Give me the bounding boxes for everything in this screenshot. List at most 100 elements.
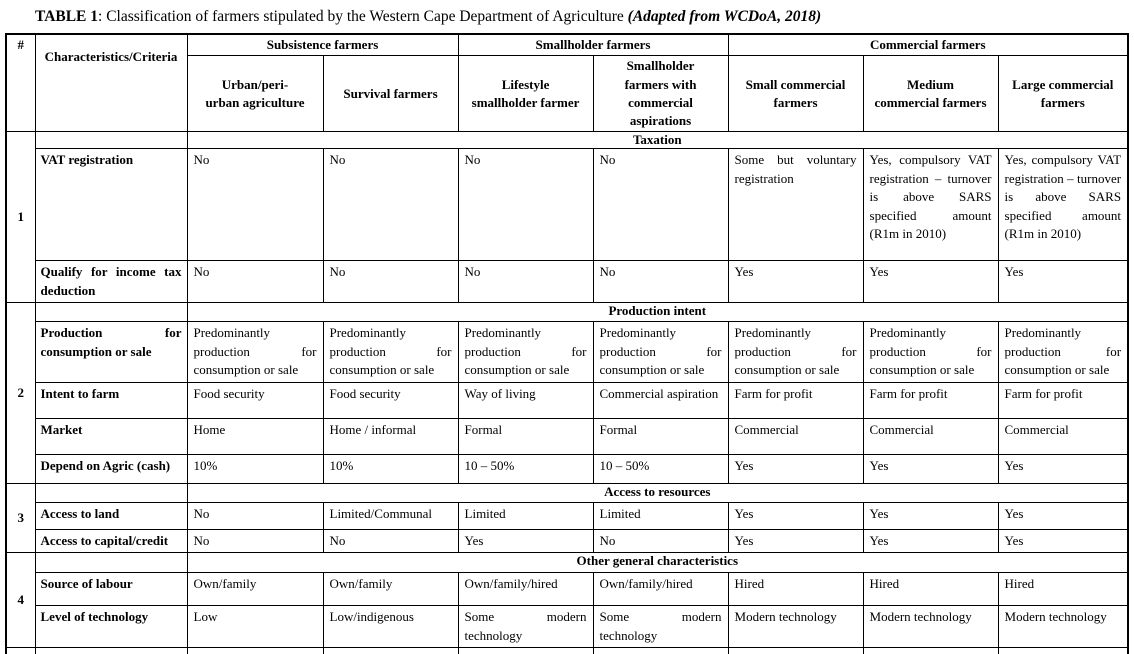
- cell: No: [457, 148, 594, 262]
- cell: Hired: [727, 572, 864, 607]
- cell: Predominantly production for consumption…: [997, 321, 1129, 383]
- table-row: Depend on Agric (cash) 10% 10% 10 – 50% 10 –…: [6, 453, 1129, 484]
- cell: Commercial: [997, 417, 1129, 455]
- table-row: Qualify for income tax deduction No No No No…: [6, 260, 1129, 304]
- section-2-banner: Production intent: [186, 302, 1129, 323]
- column-header-lifestyle-smallholder-farmer: Lifestyle smallholder farmer: [457, 55, 594, 133]
- cell: Yes: [862, 453, 999, 484]
- table-row: VAT registration No No No No Some but volunta…: [6, 148, 1129, 262]
- cell: Yes: [997, 501, 1129, 530]
- section-2-banner-blank-cell: [34, 302, 188, 323]
- cell: Yes: [862, 528, 999, 554]
- column-header-survival-farmers: Survival farmers: [322, 55, 459, 133]
- cell: Some modern technology: [457, 605, 594, 648]
- cut-off-row-cell: [862, 646, 999, 654]
- cell: No: [186, 260, 324, 304]
- table-row: Market Home Home / informal Formal Formal Com…: [6, 417, 1129, 455]
- row-label: Qualify for income tax deduction: [34, 260, 188, 304]
- cell: Yes: [997, 260, 1129, 304]
- section-1-banner: Taxation: [186, 131, 1129, 150]
- table-caption: TABLE 1: Classification of farmers stipu…: [35, 7, 1134, 27]
- table-caption-label: TABLE 1: [35, 8, 99, 25]
- column-header-criteria: Characteristics/Criteria: [34, 33, 188, 133]
- row-label: Production for consumption or sale: [34, 321, 188, 383]
- cell: Predominantly production for consumption…: [727, 321, 864, 383]
- cell: Commercial aspiration: [592, 381, 729, 419]
- cell: Some modern technology: [592, 605, 729, 648]
- cell: Yes: [727, 453, 864, 484]
- cell: 10 – 50%: [592, 453, 729, 484]
- cell: Modern technology: [862, 605, 999, 648]
- cell: 10%: [322, 453, 459, 484]
- row-label: Level of technology: [34, 605, 188, 648]
- cell: Own/family: [186, 572, 324, 607]
- cell: Own/family: [322, 572, 459, 607]
- cell: Predominantly production for consumption…: [457, 321, 594, 383]
- cut-off-row-cell: [5, 646, 36, 654]
- cell: Yes: [862, 501, 999, 530]
- table-caption-source: (Adapted from WCDoA, 2018): [627, 8, 822, 25]
- cell: Home: [186, 417, 324, 455]
- row-label: Market: [34, 417, 188, 455]
- row-label: Access to capital/credit: [34, 528, 188, 554]
- cell: Predominantly production for consumption…: [862, 321, 999, 383]
- cell: Yes: [727, 501, 864, 530]
- column-header-small-commercial-farmers: Small commercial farmers: [727, 55, 864, 133]
- cut-off-row-cell: [457, 646, 594, 654]
- section-4-banner-blank-cell: [34, 552, 188, 574]
- table-row: Access to capital/credit No No Yes No Yes Yes Y…: [6, 528, 1129, 554]
- section-1-number: 1: [5, 131, 36, 304]
- cut-off-row-cell: [727, 646, 864, 654]
- section-3-banner-blank-cell: [34, 482, 188, 503]
- cell: Way of living: [457, 381, 594, 419]
- table-row: Level of technology Low Low/indigenous Some…: [6, 605, 1129, 648]
- cell: Formal: [457, 417, 594, 455]
- column-header-number: #: [5, 33, 36, 133]
- cell: Commercial: [862, 417, 999, 455]
- column-header-medium-commercial-farmers: Medium commercial farmers: [862, 55, 999, 133]
- cell: 10 – 50%: [457, 453, 594, 484]
- section-4-banner: Other general characteristics: [186, 552, 1129, 574]
- cell: No: [186, 148, 324, 262]
- cell: Yes: [727, 528, 864, 554]
- cell: Limited/Communal: [322, 501, 459, 530]
- cell: Hired: [997, 572, 1129, 607]
- cell: No: [322, 148, 459, 262]
- farmers-classification-table: # Characteristics/Criteria Subsistence f…: [5, 33, 1130, 654]
- column-header-smallholder-commercial-aspirations: Smallholder farmers with commercial aspi…: [592, 55, 729, 133]
- cell: Modern technology: [997, 605, 1129, 648]
- section-4-number: 4: [5, 552, 36, 648]
- cut-off-row: [5, 646, 1129, 654]
- cell: Commercial: [727, 417, 864, 455]
- cut-off-row-cell: [997, 646, 1129, 654]
- section-2-number: 2: [5, 302, 36, 484]
- table-row: Production for consumption or sale Predom…: [6, 321, 1129, 383]
- cell: Predominantly production for consumption…: [592, 321, 729, 383]
- cell: Own/family/hired: [457, 572, 594, 607]
- group-header-smallholder-farmers: Smallholder farmers: [457, 33, 729, 57]
- cell: Food security: [186, 381, 324, 419]
- cell: No: [592, 528, 729, 554]
- cell: Limited: [457, 501, 594, 530]
- cell: No: [186, 501, 324, 530]
- cell: Yes, compulsory VAT registration – turno…: [862, 148, 999, 262]
- section-3-banner: Access to resources: [186, 482, 1129, 503]
- column-header-urban-peri-urban-agriculture: Urban/peri- urban agriculture: [186, 55, 324, 133]
- cell: No: [457, 260, 594, 304]
- cut-off-row-cell: [186, 646, 324, 654]
- cut-off-row-cell: [592, 646, 729, 654]
- cell: Farm for profit: [997, 381, 1129, 419]
- cell: Own/family/hired: [592, 572, 729, 607]
- cell: Home / informal: [322, 417, 459, 455]
- cell: Yes: [997, 528, 1129, 554]
- cell: Yes: [727, 260, 864, 304]
- cell: Limited: [592, 501, 729, 530]
- cell: Predominantly production for consumption…: [186, 321, 324, 383]
- cell: Modern technology: [727, 605, 864, 648]
- cell: No: [592, 260, 729, 304]
- cell: No: [186, 528, 324, 554]
- cell: Yes: [997, 453, 1129, 484]
- row-label: Source of labour: [34, 572, 188, 607]
- cell: 10%: [186, 453, 324, 484]
